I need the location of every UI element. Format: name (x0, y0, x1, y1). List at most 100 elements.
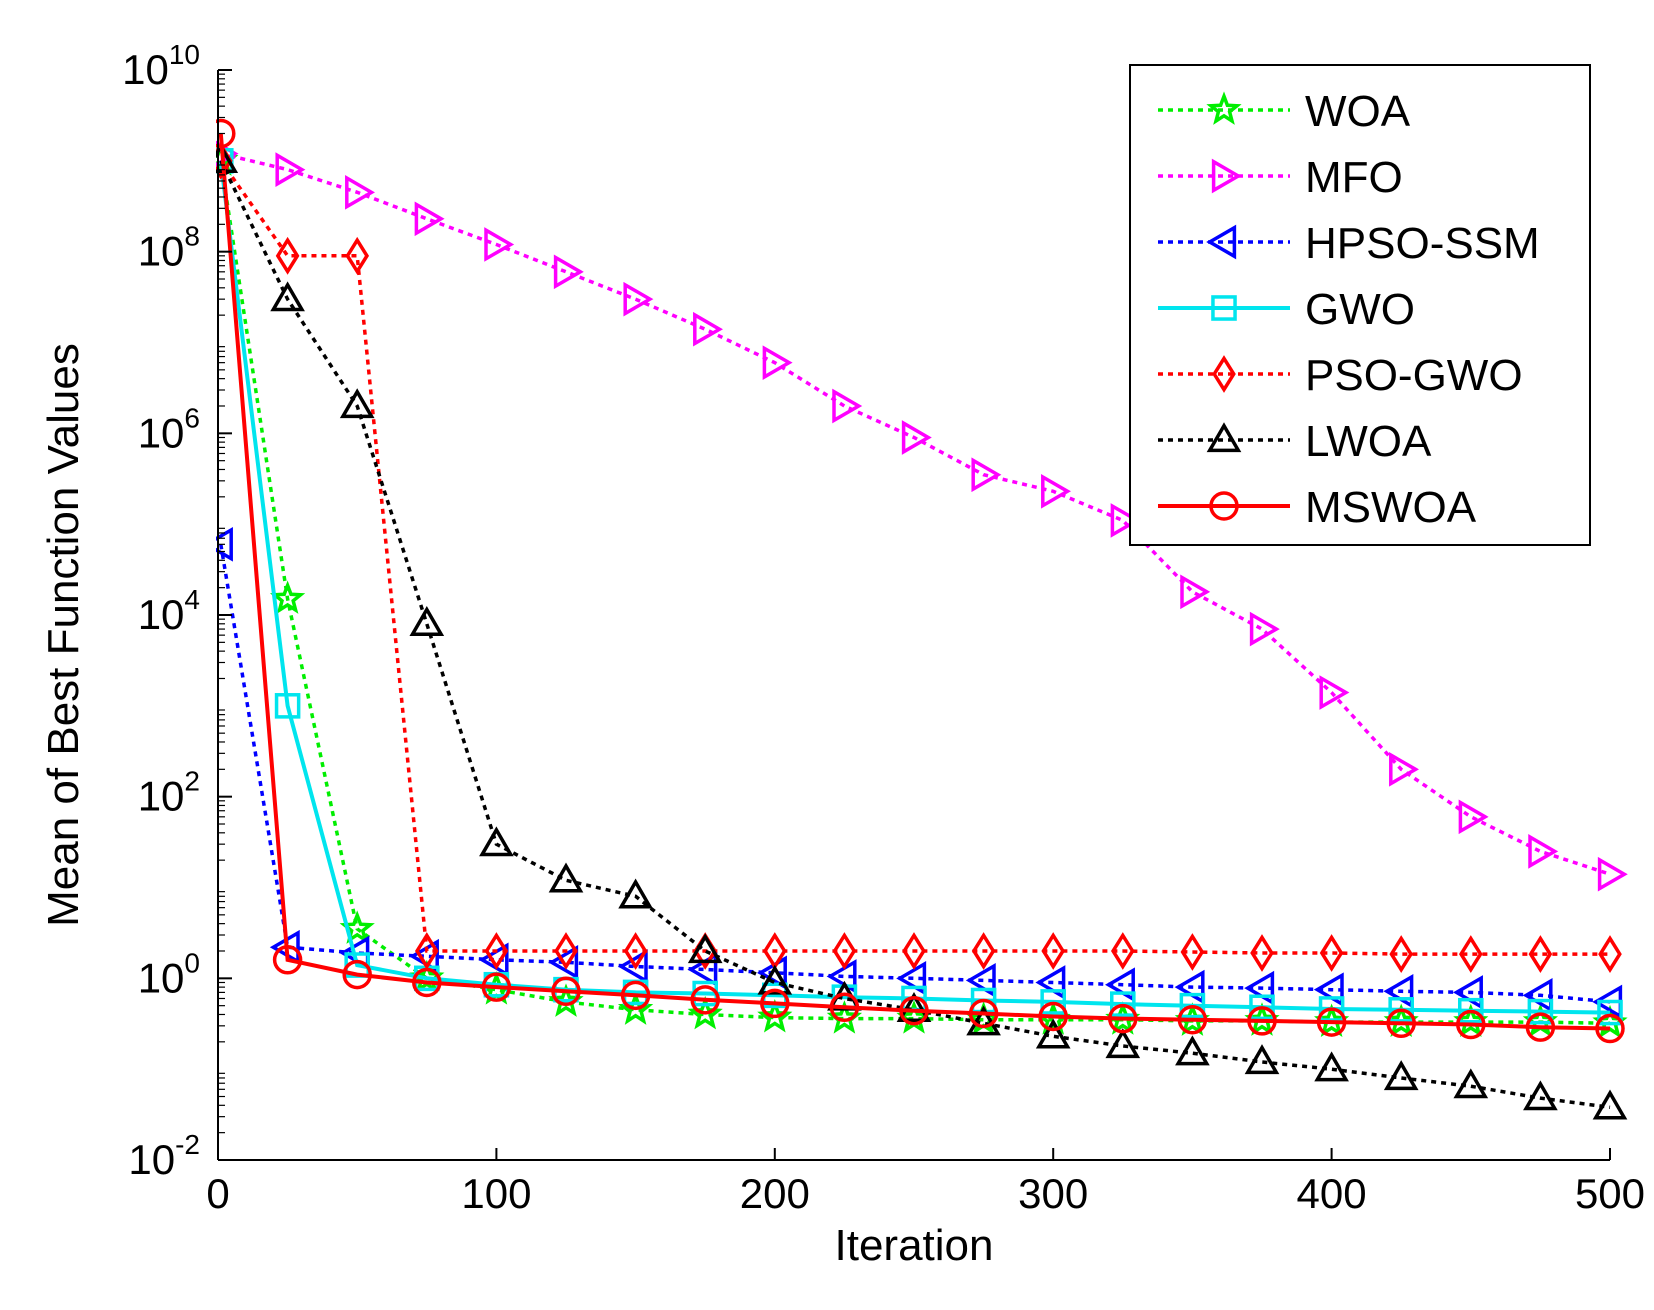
marker-triangle-left (826, 959, 857, 994)
marker-diamond (1041, 932, 1066, 970)
marker-triangle-up (270, 281, 305, 312)
y-tick-label: 102 (138, 766, 200, 820)
marker-circle (829, 992, 860, 1023)
marker-diamond (1250, 934, 1274, 972)
marker-triangle-right (901, 420, 932, 455)
marker-triangle-up (1244, 1044, 1280, 1075)
legend-label: HPSO-SSM (1305, 219, 1540, 268)
marker-diamond (902, 932, 926, 970)
marker-triangle-right (1528, 834, 1559, 869)
marker-diamond (1110, 932, 1135, 970)
marker-triangle-right (275, 152, 306, 187)
marker-triangle-right (414, 201, 445, 237)
marker-triangle-right (553, 254, 584, 290)
marker-square (274, 693, 301, 719)
legend-item-lwoa: LWOA (1158, 417, 1432, 466)
x-tick-label: 100 (461, 1170, 531, 1217)
marker-triangle-up (409, 606, 445, 636)
series-mswoa (216, 118, 1625, 1044)
marker-triangle-left (896, 960, 927, 996)
marker-diamond (1319, 934, 1344, 972)
marker-triangle-right (1110, 503, 1141, 538)
marker-triangle-right (345, 174, 375, 210)
marker-square (1318, 996, 1345, 1022)
marker-diamond (1389, 935, 1414, 973)
marker-circle (1595, 1013, 1625, 1044)
marker-circle (760, 988, 790, 1019)
marker-circle (1456, 1009, 1486, 1040)
marker-triangle-up (618, 878, 653, 909)
x-tick-label: 400 (1297, 1170, 1367, 1217)
marker-square (1110, 991, 1136, 1017)
marker-triangle-right (1211, 158, 1242, 194)
marker-diamond (484, 932, 509, 970)
legend-label: MFO (1305, 153, 1403, 202)
marker-triangle-right (1597, 856, 1628, 892)
legend-item-gwo: GWO (1158, 285, 1415, 334)
marker-square (1249, 994, 1275, 1021)
marker-triangle-left (617, 949, 648, 984)
marker-star (1206, 91, 1242, 125)
marker-circle (481, 972, 512, 1002)
y-tick-label: 100 (138, 947, 200, 1001)
marker-square (1458, 997, 1484, 1024)
legend-label: WOA (1305, 87, 1411, 136)
x-tick-label: 500 (1575, 1170, 1645, 1217)
legend-item-mswoa: MSWOA (1158, 483, 1477, 532)
legend-item-pso-gwo: PSO-GWO (1158, 351, 1523, 400)
marker-triangle-up (1592, 1089, 1628, 1120)
marker-circle (690, 985, 720, 1015)
marker-circle (968, 998, 999, 1029)
marker-square (1211, 295, 1237, 321)
marker-triangle-right (1249, 611, 1280, 647)
y-tick-label: 106 (138, 402, 200, 456)
marker-triangle-up (966, 1005, 1001, 1036)
y-axis-label: Mean of Best Function Values (39, 343, 88, 927)
marker-square (1597, 999, 1623, 1026)
marker-triangle-right (693, 311, 723, 347)
marker-triangle-up (757, 964, 793, 995)
marker-triangle-up (687, 933, 723, 964)
marker-triangle-left (548, 945, 579, 980)
marker-triangle-up (1175, 1035, 1210, 1066)
series-line (219, 159, 1610, 956)
x-tick-label: 300 (1018, 1170, 1088, 1217)
marker-square (1040, 989, 1067, 1015)
marker-triangle-right (1180, 574, 1211, 610)
marker-circle (1108, 1003, 1138, 1034)
marker-circle (551, 976, 581, 1007)
marker-square (1527, 998, 1554, 1025)
marker-square (1179, 992, 1206, 1019)
marker-circle (1177, 1004, 1208, 1035)
series-line (219, 544, 1611, 1004)
marker-diamond (1598, 935, 1622, 973)
marker-triangle-up (1314, 1051, 1349, 1082)
x-tick-label: 0 (206, 1170, 229, 1217)
marker-triangle-left (1522, 977, 1553, 1013)
marker-circle (412, 967, 442, 998)
marker-triangle-right (484, 227, 515, 262)
marker-triangle-up (1206, 422, 1242, 453)
marker-square (1388, 997, 1415, 1023)
marker-diamond (623, 932, 648, 970)
marker-circle (1316, 1007, 1347, 1037)
marker-triangle-right (1041, 473, 1071, 509)
marker-circle (620, 980, 651, 1011)
marker-star (269, 580, 306, 614)
series-layer (216, 118, 1628, 1120)
marker-diamond (1180, 933, 1205, 971)
legend-item-hpso-ssm: HPSO-SSM (1158, 219, 1540, 268)
legend-box (1129, 64, 1591, 546)
marker-triangle-left (1206, 224, 1237, 260)
legend-label: LWOA (1305, 417, 1432, 466)
y-tick-label: 1010 (122, 39, 200, 93)
marker-triangle-right (1458, 799, 1489, 835)
marker-circle (216, 118, 236, 149)
legend-label: PSO-GWO (1305, 351, 1523, 400)
marker-triangle-up (339, 388, 375, 419)
marker-circle (1386, 1008, 1416, 1039)
marker-diamond (554, 932, 578, 970)
legend-label: MSWOA (1305, 483, 1477, 532)
marker-triangle-right (762, 345, 793, 380)
